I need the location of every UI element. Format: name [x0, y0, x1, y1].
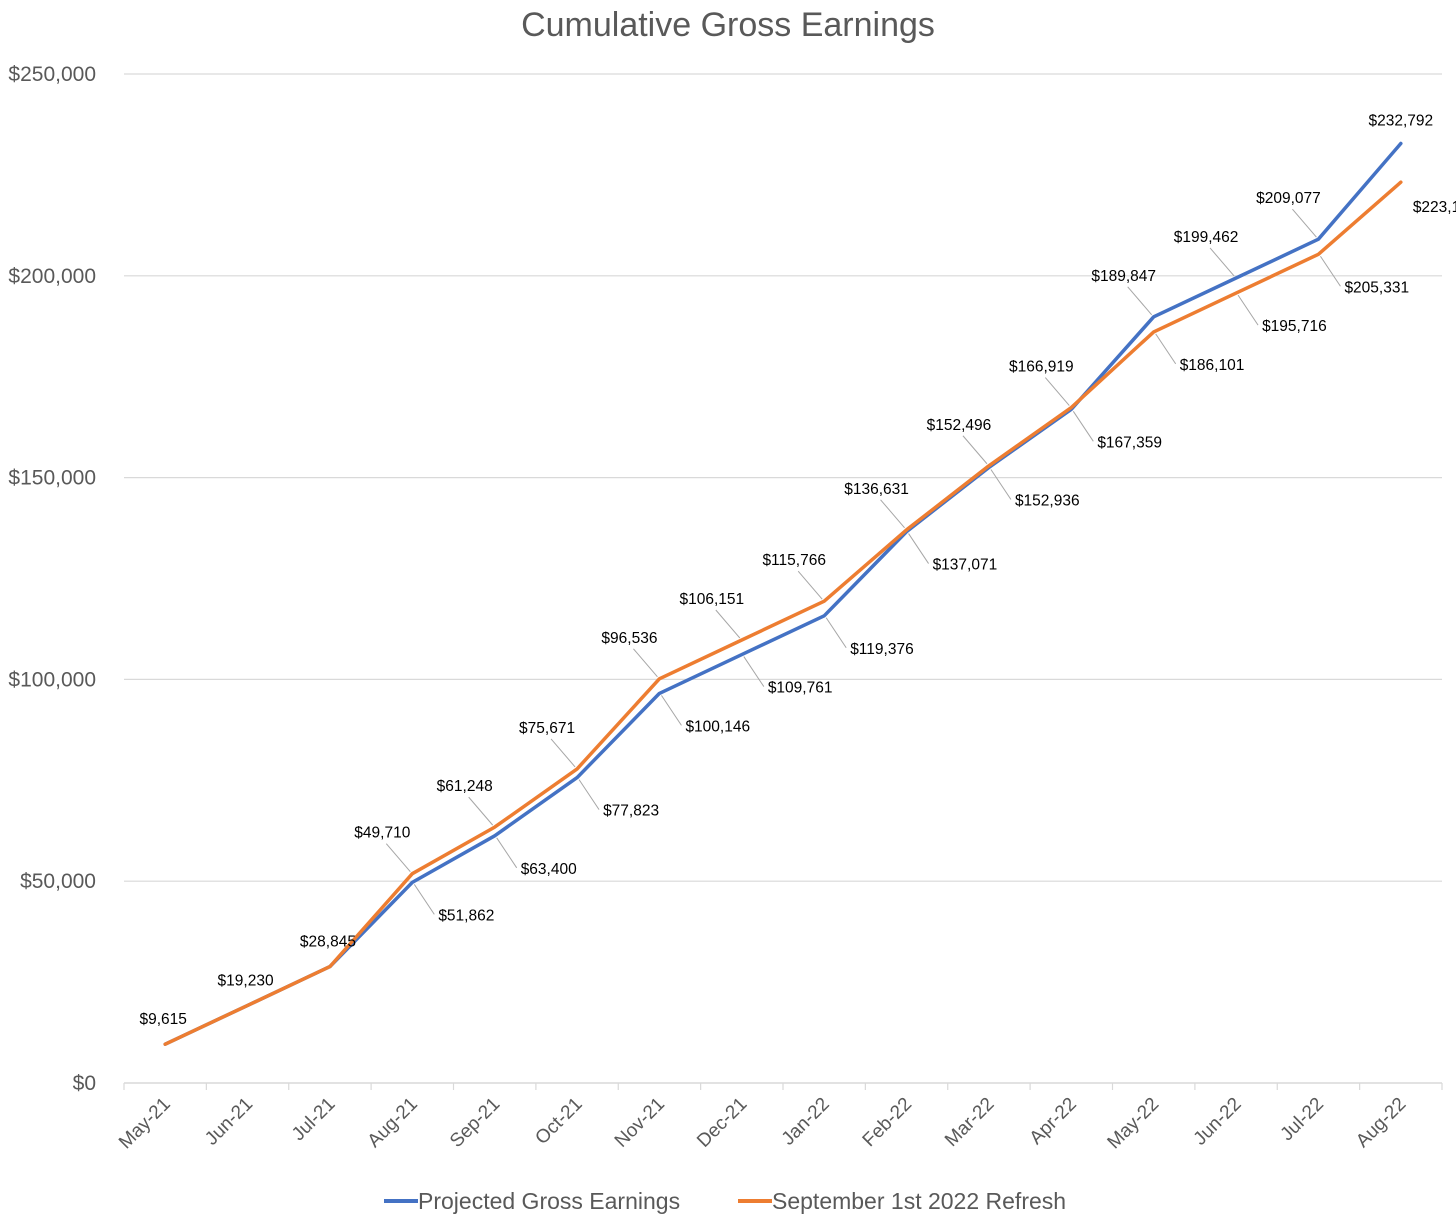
- gridlines: [124, 73, 1442, 882]
- data-label-refresh: $167,359: [1097, 434, 1162, 451]
- x-tick-label: Jun-21: [201, 1094, 257, 1150]
- legend-label: Projected Gross Earnings: [418, 1188, 680, 1214]
- series-lines: [163, 141, 1403, 1046]
- x-axis: May-21 Jun-21 Jul-21 Aug-21 Sep-21 Oct-21 Nov-…: [115, 1082, 1443, 1154]
- y-tick-label: $50,000: [20, 870, 96, 893]
- series-line-refresh[interactable]: [163, 180, 1403, 1046]
- x-tick-label: Nov-21: [611, 1094, 669, 1152]
- data-label-leader: [1155, 333, 1177, 365]
- data-label-leader: [1072, 411, 1094, 442]
- x-tick-label: Jul-22: [1277, 1094, 1328, 1145]
- y-tick-label: $200,000: [8, 265, 96, 288]
- y-tick-label: $250,000: [8, 63, 96, 86]
- data-label-projected: $96,536: [601, 630, 657, 647]
- x-tick-label: Jul-21: [288, 1094, 339, 1145]
- data-label-refresh: $100,146: [685, 718, 750, 735]
- x-tick-label: Apr-22: [1026, 1094, 1081, 1149]
- data-label-leader: [1237, 294, 1259, 326]
- data-label-refresh: $195,716: [1262, 318, 1327, 335]
- data-label-projected: $209,077: [1256, 190, 1321, 207]
- data-label-projected: $115,766: [762, 552, 826, 569]
- data-label-refresh: $223,199: [1413, 199, 1456, 216]
- data-label-leader: [1044, 377, 1070, 406]
- x-tick-label: Feb-22: [859, 1094, 916, 1151]
- series-line-projected[interactable]: [163, 141, 1403, 1046]
- x-tick-label: May-21: [115, 1094, 175, 1154]
- data-label-projected: $152,496: [927, 417, 992, 434]
- data-label-refresh: $119,376: [850, 641, 914, 658]
- data-label-leader: [797, 570, 823, 600]
- data-label-refresh: $51,862: [438, 907, 494, 924]
- data-label-refresh: $77,823: [603, 803, 659, 820]
- data-label-leader: [578, 779, 600, 810]
- legend-item-refresh[interactable]: September 1st 2022 Refresh: [738, 1188, 1066, 1214]
- y-axis: $0 $50,000 $100,000 $150,000 $200,000 $250,00…: [8, 63, 96, 1095]
- legend-label: September 1st 2022 Refresh: [772, 1188, 1066, 1214]
- data-label-projected: $189,847: [1091, 268, 1156, 285]
- data-label-projected: $106,151: [679, 591, 744, 608]
- data-labels: $9,615 $19,230 $28,845 $49,710 $51,862 $61,24…: [139, 112, 1456, 1028]
- data-label-leader: [1320, 256, 1341, 287]
- data-label-projected: $199,462: [1174, 229, 1239, 246]
- x-tick-label: Oct-21: [531, 1094, 586, 1149]
- data-label-refresh: $186,101: [1180, 357, 1245, 374]
- legend[interactable]: Projected Gross Earnings September 1st 20…: [384, 1188, 1066, 1214]
- data-label-projected: $9,615: [139, 1011, 186, 1028]
- x-tick-label: Jan-22: [778, 1094, 834, 1150]
- legend-item-projected[interactable]: Projected Gross Earnings: [384, 1188, 680, 1214]
- data-label-leader: [633, 648, 658, 678]
- x-tick-label: Sep-21: [446, 1094, 504, 1152]
- data-label-projected: $61,248: [437, 778, 493, 795]
- data-label-leader: [908, 533, 929, 564]
- chart-title: Cumulative Gross Earnings: [521, 6, 935, 44]
- y-tick-label: $0: [73, 1072, 96, 1095]
- data-label-leader: [990, 469, 1012, 500]
- data-label-leader: [496, 837, 518, 869]
- x-tick-label: May-22: [1104, 1094, 1164, 1154]
- data-label-projected: $49,710: [354, 825, 410, 842]
- x-tick-label: Aug-22: [1352, 1094, 1410, 1152]
- data-label-leader: [715, 609, 741, 639]
- data-label-projected: $136,631: [844, 481, 909, 498]
- data-label-refresh: $109,761: [768, 680, 833, 697]
- data-label-projected: $166,919: [1009, 359, 1074, 376]
- data-label-leader: [661, 695, 682, 726]
- data-label-leader: [385, 843, 411, 873]
- data-label-projected: $19,230: [218, 972, 274, 989]
- data-label-leader: [825, 617, 847, 649]
- x-tick-label: Aug-21: [364, 1094, 422, 1152]
- data-label-leader: [468, 796, 494, 826]
- data-label-projected: $28,845: [300, 934, 356, 951]
- data-label-refresh: $63,400: [521, 861, 577, 878]
- y-tick-label: $150,000: [8, 467, 96, 490]
- data-label-refresh: $152,936: [1015, 493, 1080, 510]
- x-tick-label: Jun-22: [1190, 1094, 1246, 1150]
- data-label-leader: [1127, 286, 1153, 316]
- data-label-leader: [550, 738, 576, 768]
- x-tick-label: Mar-22: [941, 1094, 998, 1151]
- y-tick-label: $100,000: [8, 668, 96, 691]
- data-label-leader: [880, 499, 905, 529]
- data-label-leader: [743, 656, 765, 687]
- data-label-refresh: $205,331: [1344, 279, 1409, 296]
- data-label-leader: [413, 884, 435, 915]
- data-label-leader: [962, 435, 988, 465]
- data-label-leader: [1209, 247, 1235, 277]
- data-label-leader: [1292, 208, 1317, 238]
- data-label-projected: $75,671: [519, 720, 575, 737]
- data-label-refresh: $137,071: [933, 557, 998, 574]
- x-tick-label: Dec-21: [693, 1094, 751, 1152]
- data-label-projected: $232,792: [1368, 112, 1433, 129]
